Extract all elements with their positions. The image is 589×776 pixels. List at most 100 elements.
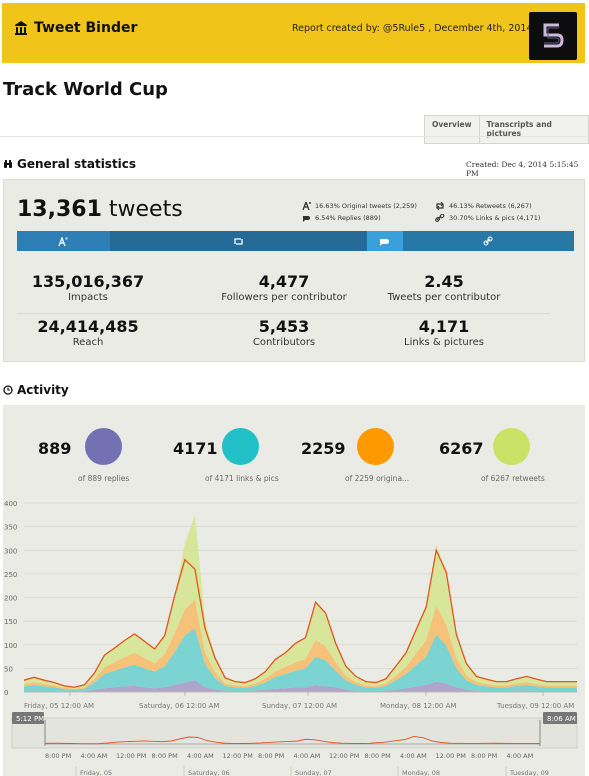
section-title: Activity [17, 383, 69, 397]
tweets-word: tweets [108, 197, 183, 222]
navigator-tick-label: 8:00 PM [152, 752, 178, 760]
circle-number: 6267 [439, 439, 484, 458]
x-axis-ticks: Friday, 05 12:00 AM Saturday, 06 12:00 AM… [24, 692, 574, 710]
navigator-day-label: Sunday, 07 [295, 769, 332, 776]
brand-logo[interactable]: Tweet Binder [14, 20, 137, 36]
bar-segment-original[interactable] [17, 231, 110, 251]
replies-icon [303, 216, 310, 222]
x-tick-label: Friday, 05 12:00 AM [24, 702, 94, 710]
navigator-tick-label: 12:00 PM [436, 752, 466, 760]
metric-label: Impacts [68, 292, 108, 303]
area-retweets [24, 514, 577, 689]
metric-reach: 24,414,485 Reach [18, 317, 158, 348]
retweet-icon [233, 237, 243, 245]
x-tick-label: Sunday, 07 12:00 AM [262, 702, 337, 710]
original-icon [58, 236, 68, 246]
y-tick-label: 300 [4, 547, 17, 555]
metric-value: 24,414,485 [37, 317, 139, 336]
metric-contributors: 5,453 Contributors [194, 317, 374, 348]
metric-value: 135,016,367 [31, 272, 145, 291]
tweets-total: 13,361 tweets [17, 197, 183, 222]
breakdown-left: 16.63% Original tweets (2,259) 6.54% Rep… [302, 200, 417, 224]
circle-number: 889 [38, 439, 72, 458]
metric-links-and-pictures: 4,171 Links & pictures [379, 317, 509, 348]
navigator-tick-label: 4:00 AM [507, 752, 534, 760]
retweets-stat: 46.13% Retweets (6,267) [435, 200, 540, 212]
tweets-count-value: 13,361 [17, 197, 102, 222]
bar-segment-links[interactable] [402, 231, 574, 251]
bar-segment-replies[interactable] [366, 231, 403, 251]
activity-panel: 889 of 889 replies 4171 of 4171 links & … [3, 405, 585, 776]
replies-text: 6.54% Replies (889) [315, 214, 381, 222]
circle-caption: of 6267 retweets [481, 474, 545, 483]
avatar[interactable] [529, 12, 577, 60]
replies-icon [380, 238, 390, 246]
navigator-tick-label: 8:00 PM [365, 752, 391, 760]
links-text: 30.70% Links & pics (4,171) [449, 214, 541, 222]
original-tweets-stat: 16.63% Original tweets (2,259) [302, 200, 417, 212]
circle-dot [222, 428, 259, 465]
general-statistics-panel: 13,361 tweets 16.63% Original tweets (2,… [3, 179, 585, 362]
area-original-tweets [24, 599, 577, 690]
tab-overview[interactable]: Overview [432, 120, 472, 129]
navigator-day-label: Friday, 05 [80, 769, 112, 776]
section-title: General statistics [17, 157, 137, 171]
navigator-day-label: Monday, 08 [402, 769, 440, 776]
metrics-divider [17, 313, 550, 314]
metric-impacts: 135,016,367 Impacts [18, 272, 158, 303]
range-navigator: 5:12 PM 8:06 AM 8:00 PM 4:00 AM 12:00 PM 8:00… [11, 712, 578, 776]
clock-icon [3, 385, 13, 395]
circle-caption: of 2259 origina... [345, 474, 410, 483]
y-tick-label: 100 [4, 642, 17, 650]
header-banner: Tweet Binder Report created by: @5Rule5 … [2, 3, 585, 63]
breakdown-right: 46.13% Retweets (6,267) 30.70% Links & p… [435, 200, 540, 224]
navigator-tick-label: 4:00 AM [294, 752, 321, 760]
circle-caption: of 4171 links & pics [205, 474, 279, 483]
divider [0, 136, 589, 137]
bar-segment-retweets[interactable] [109, 231, 367, 251]
circle-dot [493, 428, 530, 465]
y-tick-label: 400 [4, 500, 17, 508]
y-tick-label: 350 [4, 524, 17, 532]
metric-label: Tweets per contributor [387, 292, 501, 303]
retweet-icon [436, 202, 444, 210]
circle-dot [85, 428, 122, 465]
x-tick-label: Saturday, 06 12:00 AM [139, 702, 219, 710]
replies-stat: 6.54% Replies (889) [302, 212, 417, 224]
metric-value: 4,171 [418, 317, 470, 336]
navigator-tick-label: 4:00 AM [400, 752, 427, 760]
y-tick-label: 0 [4, 689, 8, 697]
tweet-type-bar [17, 231, 574, 251]
metric-tweets-per-contributor: 2.45 Tweets per contributor [379, 272, 509, 303]
navigator-line [44, 736, 540, 745]
y-axis-ticks: 0 50 100 150 200 250 300 350 400 [4, 500, 17, 697]
navigator-tick-label: 8:00 PM [45, 752, 71, 760]
circle-dot [357, 428, 394, 465]
navigator-tick-label: 8:00 PM [258, 752, 284, 760]
navigator-start-label: 5:12 PM [16, 715, 44, 723]
area-replies [24, 680, 577, 692]
navigator-end-handle[interactable] [543, 712, 577, 724]
circle-number: 4171 [173, 439, 218, 458]
created-timestamp: Created: Dec 4, 2014 5:15:45 PM [466, 160, 579, 178]
page-title: Track World Cup [3, 79, 168, 100]
metric-value: 5,453 [258, 317, 310, 336]
circle-number: 2259 [301, 439, 346, 458]
binder-icon [15, 21, 27, 35]
chart-areas [23, 514, 577, 693]
links-stat: 30.70% Links & pics (4,171) [435, 212, 540, 224]
retweets-text: 46.13% Retweets (6,267) [449, 202, 532, 210]
navigator-tick-label: 8:00 PM [471, 752, 497, 760]
avatar-image [543, 23, 564, 48]
navigator-start-handle[interactable] [12, 712, 44, 724]
original-icon [302, 202, 311, 210]
metric-label: Links & pictures [404, 337, 484, 348]
navigator-tick-label: 12:00 PM [116, 752, 146, 760]
navigator-tick-label: 4:00 AM [81, 752, 108, 760]
binoculars-icon [4, 160, 12, 168]
x-tick-label: Tuesday, 09 12:00 AM [496, 702, 574, 710]
tab-transcripts[interactable]: Transcripts and pictures [478, 116, 588, 143]
navigator-tick-label: 12:00 PM [329, 752, 359, 760]
activity-heading: Activity [3, 383, 69, 397]
